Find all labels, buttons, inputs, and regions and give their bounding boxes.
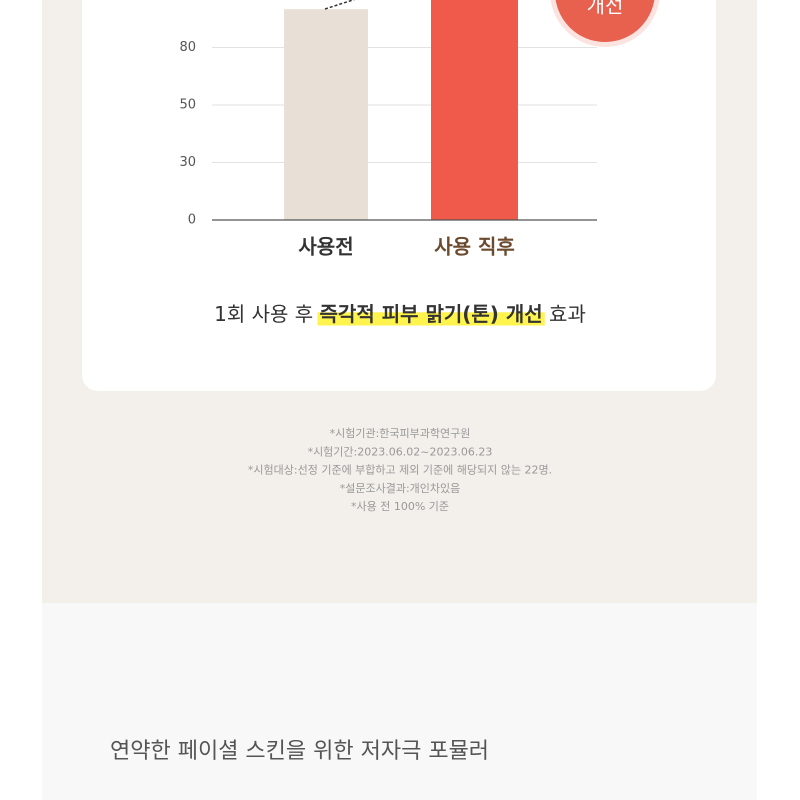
grey-section: [42, 603, 757, 800]
footnote: *사용 전 100% 기준: [351, 500, 449, 513]
badge-text: 개선: [587, 0, 624, 18]
caption-after: 효과: [543, 302, 586, 326]
x-tick-label: 사용 직후: [434, 235, 515, 259]
caption-before: 1회 사용 후: [214, 302, 319, 326]
y-tick-label: 50: [179, 98, 196, 113]
highlight: [317, 312, 545, 326]
y-tick-label: 80: [179, 40, 196, 55]
dashed-arrow: [324, 0, 356, 10]
x-tick-label: 사용전: [298, 235, 353, 259]
footnote: *시험기관:한국피부과학연구원: [330, 427, 471, 440]
bar: [284, 9, 368, 220]
caption-highlight: 즉각적 피부 맑기(톤) 개선: [320, 302, 543, 326]
card: [82, 0, 716, 391]
badge: [555, 0, 655, 42]
footnote: *시험기간:2023.06.02~2023.06.23: [308, 445, 493, 458]
plot: 0 30 50 80 사용전 사용 직후: [179, 0, 597, 259]
y-tick-label: 0: [188, 213, 196, 228]
bar: [431, 0, 518, 221]
y-tick-label: 30: [179, 155, 196, 170]
footnotes: *시험기관:한국피부과학연구원 *시험기간:2023.06.02~2023.06.…: [248, 427, 552, 513]
section-title: 연약한 페이셜 스킨을 위한 저자극 포뮬러: [110, 739, 489, 764]
footnote: *시험대상:선정 기준에 부합하고 제외 기준에 해당되지 않는 22명.: [248, 463, 552, 477]
footnote: *설문조사결과:개인차있음: [340, 482, 461, 495]
caption: 1회 사용 후 즉각적 피부 맑기(톤) 개선 효과: [214, 302, 586, 326]
